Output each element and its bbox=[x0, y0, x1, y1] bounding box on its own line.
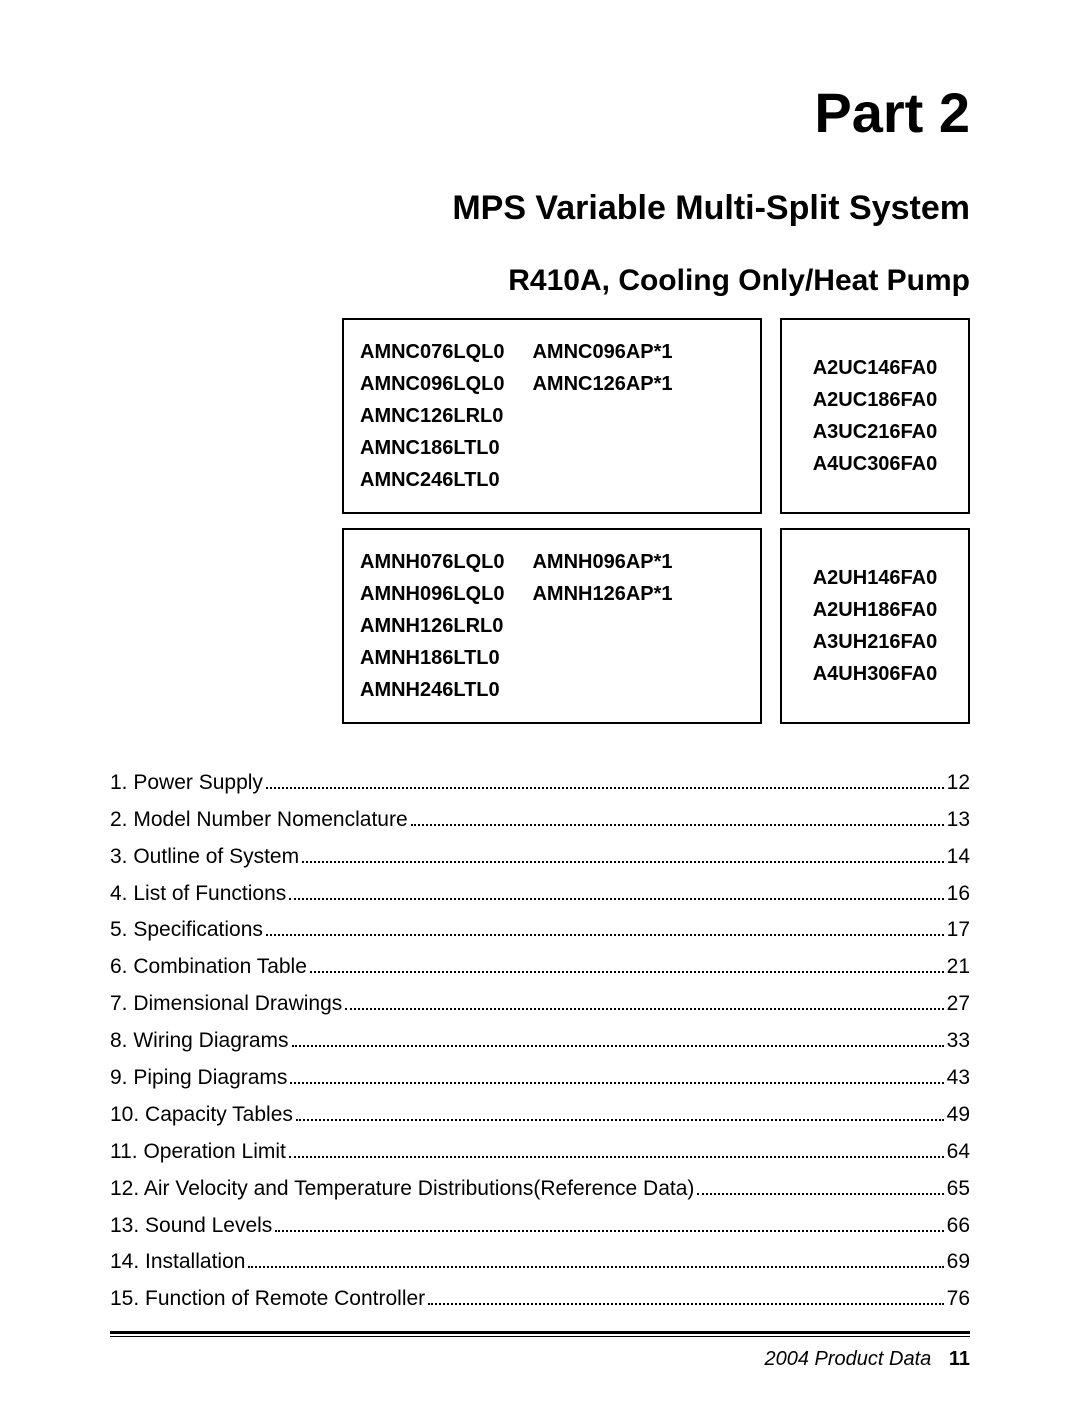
model-box-indoor-heatpump: AMNH076LQL0 AMNH096AP*1 AMNH096LQL0 AMNH… bbox=[342, 528, 762, 724]
toc-leader-dots bbox=[310, 954, 944, 973]
model-box-row-heatpump: AMNH076LQL0 AMNH096AP*1 AMNH096LQL0 AMNH… bbox=[110, 528, 970, 724]
toc-item-page: 17 bbox=[947, 919, 970, 940]
model-box-outdoor-cooling: A2UC146FA0 A2UC186FA0 A3UC216FA0 A4UC306… bbox=[780, 318, 970, 514]
model-number: A2UH146FA0 bbox=[798, 562, 952, 594]
model-number: AMNH126AP*1 bbox=[532, 578, 672, 610]
toc-item-page: 16 bbox=[947, 883, 970, 904]
toc-item: 12. Air Velocity and Temperature Distrib… bbox=[110, 1176, 970, 1199]
model-number: AMNH186LTL0 bbox=[360, 642, 500, 674]
model-box-row-cooling: AMNC076LQL0 AMNC096AP*1 AMNC096LQL0 AMNC… bbox=[110, 318, 970, 514]
toc-item-page: 14 bbox=[947, 846, 970, 867]
toc-item: 13. Sound Levels 66 bbox=[110, 1213, 970, 1236]
toc-item-label: 7. Dimensional Drawings bbox=[110, 993, 342, 1014]
toc-item: 5. Specifications 17 bbox=[110, 918, 970, 941]
toc-item: 8. Wiring Diagrams 33 bbox=[110, 1028, 970, 1051]
toc-leader-dots bbox=[302, 844, 944, 863]
toc-item-page: 12 bbox=[947, 772, 970, 793]
toc-item: 10. Capacity Tables 49 bbox=[110, 1102, 970, 1125]
toc-item: 11. Operation Limit 64 bbox=[110, 1139, 970, 1162]
toc-item-label: 15. Function of Remote Controller bbox=[110, 1288, 425, 1309]
toc-item-label: 12. Air Velocity and Temperature Distrib… bbox=[110, 1178, 694, 1199]
toc-leader-dots bbox=[248, 1250, 943, 1269]
toc-item: 3. Outline of System 14 bbox=[110, 844, 970, 867]
toc-leader-dots bbox=[292, 1028, 944, 1047]
model-box-indoor-cooling: AMNC076LQL0 AMNC096AP*1 AMNC096LQL0 AMNC… bbox=[342, 318, 762, 514]
toc-leader-dots bbox=[296, 1102, 944, 1121]
toc-item-page: 76 bbox=[947, 1288, 970, 1309]
model-number: AMNC246LTL0 bbox=[360, 464, 500, 496]
model-number: AMNH096AP*1 bbox=[532, 546, 672, 578]
toc-item-page: 66 bbox=[947, 1215, 970, 1236]
subtitle-system: MPS Variable Multi-Split System bbox=[110, 189, 970, 228]
toc-item-page: 43 bbox=[947, 1067, 970, 1088]
toc-item: 14. Installation 69 bbox=[110, 1250, 970, 1273]
model-number: AMNH076LQL0 bbox=[360, 546, 504, 578]
toc-item-label: 11. Operation Limit bbox=[110, 1141, 286, 1162]
model-number: AMNC096LQL0 bbox=[360, 368, 504, 400]
toc-item-label: 14. Installation bbox=[110, 1251, 245, 1272]
toc-item-label: 3. Outline of System bbox=[110, 846, 299, 867]
model-number: A3UC216FA0 bbox=[798, 416, 952, 448]
toc-item: 4. List of Functions 16 bbox=[110, 881, 970, 904]
model-number: A2UC146FA0 bbox=[798, 352, 952, 384]
model-number: A4UC306FA0 bbox=[798, 448, 952, 480]
model-number: AMNH126LRL0 bbox=[360, 610, 503, 642]
toc-item: 6. Combination Table 21 bbox=[110, 954, 970, 977]
toc-item-page: 21 bbox=[947, 956, 970, 977]
toc-leader-dots bbox=[428, 1286, 943, 1305]
model-number: AMNC126AP*1 bbox=[532, 368, 672, 400]
toc-item-page: 49 bbox=[947, 1104, 970, 1125]
toc-item-page: 65 bbox=[947, 1178, 970, 1199]
toc-leader-dots bbox=[289, 1139, 944, 1158]
toc-item-label: 13. Sound Levels bbox=[110, 1215, 272, 1236]
footer-text: 2004 Product Data bbox=[765, 1348, 932, 1370]
model-number: A2UH186FA0 bbox=[798, 594, 952, 626]
footer-page-number: 11 bbox=[949, 1348, 970, 1370]
toc-item-label: 10. Capacity Tables bbox=[110, 1104, 293, 1125]
toc-item-label: 4. List of Functions bbox=[110, 883, 286, 904]
model-number: AMNC096AP*1 bbox=[532, 336, 672, 368]
table-of-contents: 1. Power Supply 12 2. Model Number Nomencl… bbox=[110, 770, 970, 1309]
toc-item: 15. Function of Remote Controller 76 bbox=[110, 1286, 970, 1309]
model-number: AMNH096LQL0 bbox=[360, 578, 504, 610]
model-box-outdoor-heatpump: A2UH146FA0 A2UH186FA0 A3UH216FA0 A4UH306… bbox=[780, 528, 970, 724]
model-number: AMNH246LTL0 bbox=[360, 674, 500, 706]
toc-item-page: 33 bbox=[947, 1030, 970, 1051]
toc-item-label: 2. Model Number Nomenclature bbox=[110, 809, 408, 830]
toc-item-label: 5. Specifications bbox=[110, 919, 263, 940]
toc-item-page: 69 bbox=[947, 1251, 970, 1272]
toc-leader-dots bbox=[289, 881, 943, 900]
footer-rule bbox=[110, 1331, 970, 1337]
toc-leader-dots bbox=[290, 1065, 943, 1084]
toc-leader-dots bbox=[697, 1176, 943, 1195]
model-number: AMNC126LRL0 bbox=[360, 400, 503, 432]
toc-item-page: 64 bbox=[947, 1141, 970, 1162]
part-title: Part 2 bbox=[110, 80, 970, 145]
toc-leader-dots bbox=[266, 770, 944, 789]
toc-item: 7. Dimensional Drawings 27 bbox=[110, 991, 970, 1014]
toc-leader-dots bbox=[275, 1213, 943, 1232]
toc-item: 2. Model Number Nomenclature 13 bbox=[110, 807, 970, 830]
toc-item-page: 13 bbox=[947, 809, 970, 830]
toc-item-page: 27 bbox=[947, 993, 970, 1014]
toc-item-label: 6. Combination Table bbox=[110, 956, 307, 977]
toc-item-label: 8. Wiring Diagrams bbox=[110, 1030, 289, 1051]
model-number: AMNC186LTL0 bbox=[360, 432, 500, 464]
toc-item: 9. Piping Diagrams 43 bbox=[110, 1065, 970, 1088]
page-footer: 2004 Product Data 11 bbox=[765, 1348, 971, 1371]
subtitle-refrigerant: R410A, Cooling Only/Heat Pump bbox=[110, 264, 970, 298]
model-number: AMNC076LQL0 bbox=[360, 336, 504, 368]
toc-item-label: 1. Power Supply bbox=[110, 772, 263, 793]
model-number: A4UH306FA0 bbox=[798, 658, 952, 690]
toc-leader-dots bbox=[266, 918, 944, 937]
toc-leader-dots bbox=[411, 807, 944, 826]
model-number: A2UC186FA0 bbox=[798, 384, 952, 416]
model-number: A3UH216FA0 bbox=[798, 626, 952, 658]
toc-item: 1. Power Supply 12 bbox=[110, 770, 970, 793]
toc-item-label: 9. Piping Diagrams bbox=[110, 1067, 287, 1088]
toc-leader-dots bbox=[345, 991, 943, 1010]
